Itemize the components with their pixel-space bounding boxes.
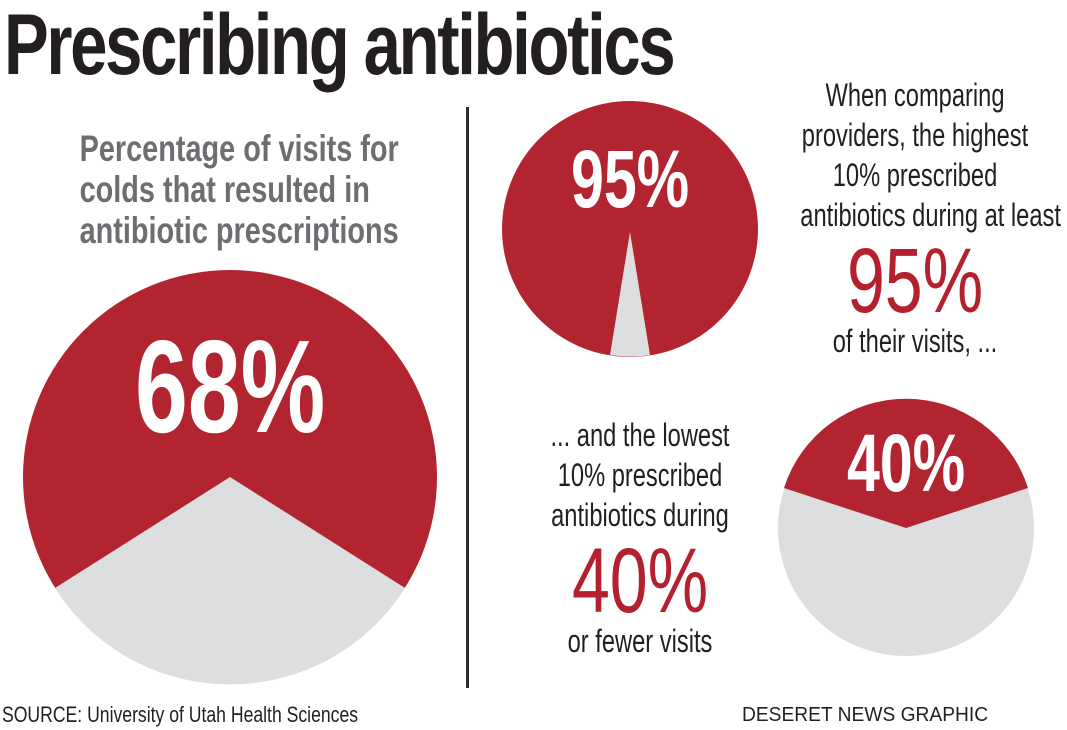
- column-divider: [466, 107, 469, 688]
- main-pie-caption: Percentage of visits for colds that resu…: [40, 128, 400, 251]
- publisher-credit: DESERET NEWS GRAPHIC: [742, 704, 989, 726]
- main-pie-label: 68%: [80, 312, 380, 462]
- main-pie-grey-slice: [55, 477, 405, 685]
- source-credit: SOURCE: University of Utah Health Scienc…: [2, 702, 359, 727]
- highest-pie-value: 95%: [570, 134, 690, 225]
- highest-note-value: 95%: [846, 230, 984, 332]
- highest-pie-label: 95%: [530, 132, 730, 228]
- note-line: 10% prescribed: [832, 157, 998, 193]
- main-pie: [23, 270, 437, 685]
- lowest-note: ... and the lowest 10% prescribed antibi…: [510, 415, 770, 661]
- highest-pie-red-slice: [502, 101, 758, 357]
- caption-line: antibiotic prescriptions: [79, 210, 399, 251]
- caption-line: Percentage of visits for: [79, 128, 399, 169]
- lowest-pie-label: 40%: [806, 416, 1006, 512]
- highest-note: When comparing providers, the highest 10…: [760, 75, 1067, 361]
- highest-pie-grey-slice: [610, 232, 650, 357]
- highest-pie: [502, 101, 758, 357]
- note-line: of their visits, ...: [832, 323, 998, 359]
- lowest-note-value: 40%: [571, 530, 709, 632]
- note-line: antibiotics during: [551, 497, 729, 533]
- lowest-pie-red-slice: [784, 398, 1028, 528]
- lowest-pie: [778, 398, 1034, 656]
- caption-line: colds that resulted in: [79, 169, 370, 210]
- note-line: 10% prescribed: [557, 457, 723, 493]
- page-title: Prescribing antibiotics: [4, 0, 676, 93]
- note-line: ... and the lowest: [550, 417, 730, 453]
- lowest-pie-value: 40%: [846, 418, 966, 509]
- main-pie-value: 68%: [134, 313, 326, 460]
- note-line: or fewer visits: [567, 623, 713, 659]
- note-line: antibiotics during at least: [800, 197, 1061, 233]
- note-line: When comparing: [825, 77, 1005, 113]
- note-line: providers, the highest: [801, 117, 1029, 153]
